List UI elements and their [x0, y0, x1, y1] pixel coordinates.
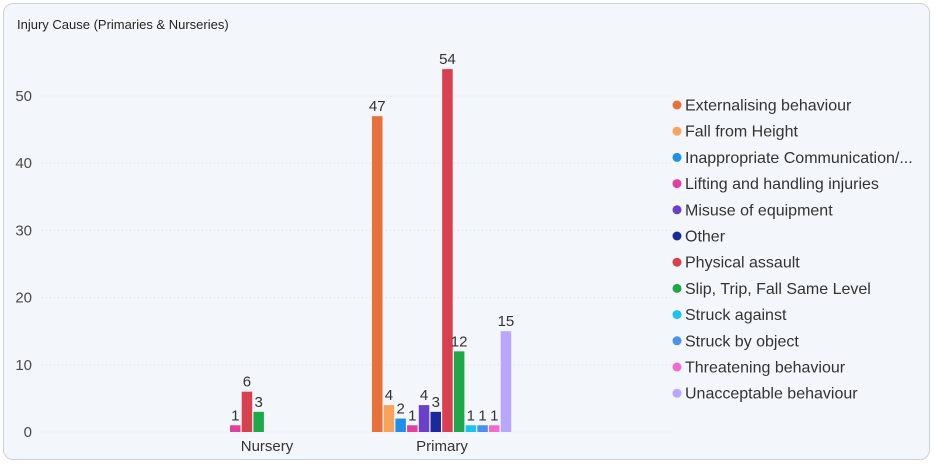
legend-label: Inappropriate Communication/... [685, 150, 913, 167]
legend-label: Misuse of equipment [685, 202, 833, 219]
bar [453, 351, 465, 432]
data-label: 2 [396, 401, 404, 418]
legend-label: Slip, Trip, Fall Same Level [685, 281, 871, 298]
bar [442, 69, 453, 433]
legend-marker [672, 336, 682, 346]
bar [418, 405, 430, 432]
legend-label: Externalising behaviour [685, 98, 852, 115]
y-tick-label: 30 [15, 222, 32, 239]
x-category-label: Primary [416, 438, 468, 455]
legend-marker [672, 100, 682, 110]
x-category-label: Nursery [241, 438, 294, 455]
legend-label: Other [685, 229, 726, 246]
legend-marker [672, 205, 682, 215]
data-label: 1 [408, 407, 416, 424]
bar [372, 116, 383, 432]
legend-label: Struck by object [685, 333, 799, 350]
data-label: 3 [432, 394, 440, 411]
data-label: 1 [490, 407, 498, 424]
legend-marker [672, 310, 682, 320]
data-label: 4 [385, 387, 393, 404]
legend-label: Struck against [685, 307, 787, 324]
legend-marker [672, 152, 682, 162]
data-label: 4 [420, 387, 428, 404]
legend-marker [672, 283, 682, 293]
legend-marker [672, 362, 682, 372]
y-tick-label: 50 [15, 88, 32, 105]
bar [383, 405, 395, 432]
legend-label: Unacceptable behaviour [685, 386, 858, 403]
legend-marker [672, 231, 682, 241]
y-tick-label: 10 [15, 357, 32, 374]
bar [500, 331, 512, 432]
bar [477, 425, 488, 432]
data-label: 6 [243, 374, 251, 391]
legend-label: Threatening behaviour [685, 360, 846, 377]
chart-card: Injury Cause (Primaries & Nurseries) [3, 3, 930, 460]
data-label: 1 [467, 407, 475, 424]
legend-label: Fall from Height [685, 124, 798, 141]
chart-title: Injury Cause (Primaries & Nurseries) [17, 17, 229, 32]
bar [230, 425, 241, 432]
y-tick-label: 0 [24, 424, 32, 441]
data-label: 12 [451, 333, 468, 350]
y-tick-label: 20 [15, 290, 32, 307]
legend-marker [672, 388, 682, 398]
legend-label: Lifting and handling injuries [685, 176, 879, 193]
bar [395, 418, 406, 432]
bar [489, 425, 500, 432]
y-tick-label: 40 [15, 155, 32, 172]
data-label: 47 [369, 98, 386, 115]
legend-marker [672, 257, 682, 267]
bar [241, 391, 253, 432]
data-label: 54 [439, 51, 456, 68]
bar [407, 425, 418, 432]
data-label: 1 [478, 407, 486, 424]
data-label: 3 [254, 394, 262, 411]
legend-marker [672, 179, 682, 189]
bar [465, 425, 477, 432]
legend-marker [672, 126, 682, 136]
data-label: 1 [231, 407, 239, 424]
data-label: 15 [498, 313, 515, 330]
bar [253, 411, 264, 432]
legend-label: Physical assault [685, 255, 800, 272]
bar [430, 411, 441, 432]
